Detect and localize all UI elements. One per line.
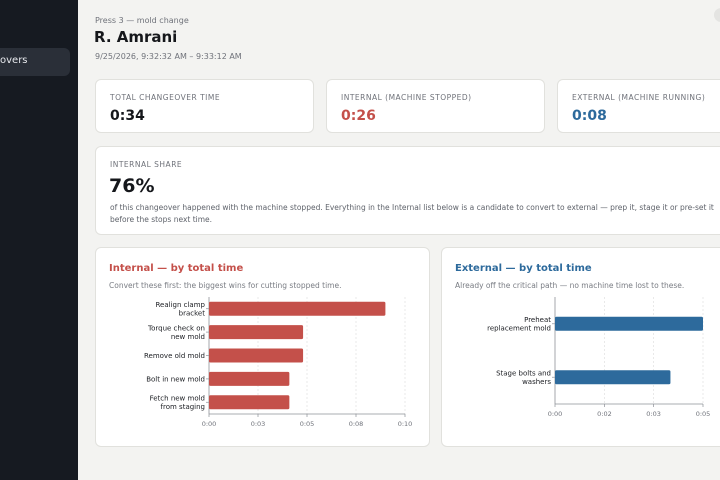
y-tick-label-line: Remove old mold: [144, 352, 205, 360]
share-value: 76%: [109, 175, 155, 197]
x-tick-label: 0:10: [398, 420, 413, 428]
y-tick-label-line: washers: [522, 378, 551, 386]
y-tick-label: Preheat replacement mold: [487, 316, 551, 333]
x-tick-label: 0:03: [251, 420, 266, 428]
bar: [209, 348, 304, 363]
stat-card-total: TOTAL CHANGEOVER TIME 0:34: [95, 79, 314, 133]
stat-label: TOTAL CHANGEOVER TIME: [110, 93, 221, 102]
breadcrumb: Press 3 — mold change: [95, 16, 189, 25]
time-range: 9/25/2026, 9:32:32 AM – 9:33:12 AM: [95, 52, 242, 61]
bar: [209, 395, 290, 410]
chart-subtitle: Convert these first: the biggest wins fo…: [109, 281, 342, 290]
external-bar-chart: 0:00 0:02 0:03 0:05 Preheat replacement mold S…: [487, 297, 711, 418]
y-tick-label-line: Realign clamp: [156, 301, 206, 309]
internal-share-card: INTERNAL SHARE 76% of this changeover ha…: [95, 146, 720, 235]
y-tick-label: Bolt in new mold: [146, 375, 205, 383]
bar: [209, 325, 304, 340]
x-tick-label: 0:05: [300, 420, 315, 428]
stat-value: 0:08: [572, 108, 607, 124]
main-content: Press 3 — mold change R. Amrani 9/25/202…: [78, 0, 720, 480]
x-tick-label: 0:03: [646, 410, 661, 418]
y-tick-label-line: Stage bolts and: [496, 370, 551, 378]
bar: [209, 301, 386, 316]
y-tick-label-line: Fetch new mold: [150, 395, 205, 403]
stat-value: 0:34: [110, 108, 145, 124]
external-chart-panel: External — by total time Already off the…: [441, 247, 720, 447]
y-tick-label-line: replacement mold: [487, 325, 551, 333]
sidebar-item-label: overs: [0, 55, 28, 66]
y-tick-label: Stage bolts and washers: [496, 370, 551, 387]
internal-bar-chart: 0:00 0:03 0:05 0:08 0:10 Realign clamp bracket…: [144, 297, 413, 428]
page-title: R. Amrani: [94, 28, 178, 46]
x-tick-label: 0:08: [349, 420, 364, 428]
chart-title: Internal — by total time: [109, 263, 244, 274]
y-tick-label: Realign clamp bracket: [156, 301, 206, 318]
corner-button[interactable]: [714, 8, 720, 22]
bar: [209, 371, 290, 386]
stat-label: EXTERNAL (MACHINE RUNNING): [572, 93, 706, 102]
y-tick-label-line: Torque check on: [147, 324, 205, 332]
y-tick-label-line: from staging: [161, 403, 205, 411]
y-tick-label-line: Preheat: [524, 316, 551, 324]
bar: [555, 316, 703, 331]
sidebar: overs: [0, 0, 78, 480]
y-tick-label: Remove old mold: [144, 352, 205, 360]
internal-chart-panel: Internal — by total time Convert these f…: [95, 247, 430, 447]
bar: [555, 370, 671, 385]
stat-card-external: EXTERNAL (MACHINE RUNNING) 0:08: [557, 79, 720, 133]
y-tick-label: Fetch new mold from staging: [150, 395, 205, 412]
share-label: INTERNAL SHARE: [110, 160, 183, 169]
x-tick-label: 0:05: [696, 410, 711, 418]
y-tick-label-line: Bolt in new mold: [146, 375, 205, 383]
y-tick-label-line: bracket: [179, 309, 206, 317]
y-tick-label-line: new mold: [171, 333, 205, 341]
y-tick-label: Torque check on new mold: [147, 324, 205, 341]
x-tick-label: 0:02: [597, 410, 612, 418]
stat-value: 0:26: [341, 108, 376, 124]
sidebar-item-changeovers[interactable]: overs: [0, 48, 70, 76]
chart-title: External — by total time: [455, 263, 592, 274]
stat-label: INTERNAL (MACHINE STOPPED): [341, 93, 472, 102]
stat-card-internal: INTERNAL (MACHINE STOPPED) 0:26: [326, 79, 545, 133]
chart-subtitle: Already off the critical path — no machi…: [455, 281, 685, 290]
x-tick-label: 0:00: [202, 420, 217, 428]
share-note: of this changeover happened with the mac…: [110, 203, 714, 224]
x-tick-label: 0:00: [548, 410, 563, 418]
